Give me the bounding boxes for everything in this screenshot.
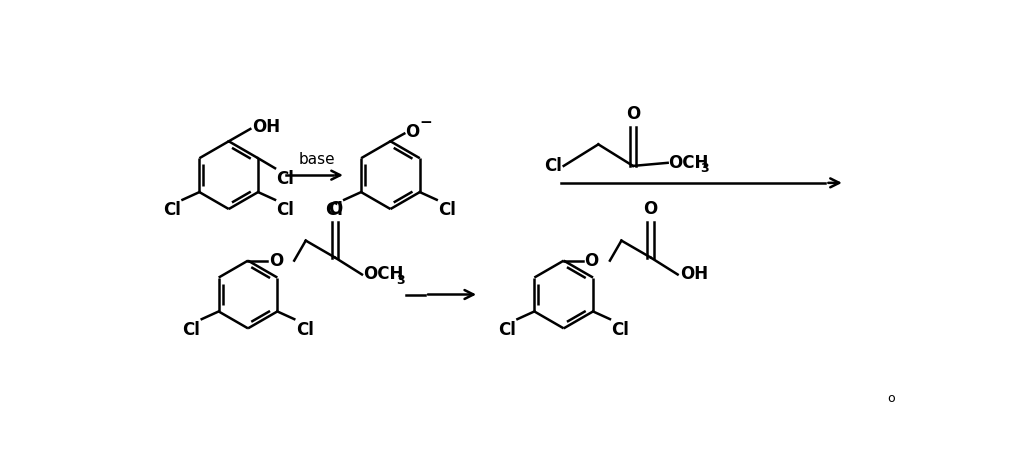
Text: Cl: Cl [498,321,516,339]
Text: base: base [299,153,335,167]
Text: 3: 3 [700,162,708,175]
Text: Cl: Cl [276,170,295,188]
Text: OCH: OCH [668,154,708,172]
Text: O: O [626,105,640,123]
Text: Cl: Cl [325,201,343,219]
Text: Cl: Cl [438,201,456,219]
Text: O: O [584,252,598,270]
Text: Cl: Cl [611,321,630,339]
Text: O: O [328,199,342,218]
Text: o: o [887,392,895,405]
Text: O: O [405,123,420,141]
Text: −: − [419,115,432,130]
Text: O: O [644,199,658,218]
Text: Cl: Cl [276,201,295,219]
Text: OH: OH [680,266,708,284]
Text: Cl: Cl [296,321,314,339]
Text: Cl: Cl [544,157,562,175]
Text: 3: 3 [396,274,405,287]
Text: OH: OH [252,119,279,136]
Text: Cl: Cl [183,321,200,339]
Text: Cl: Cl [163,201,181,219]
Text: O: O [268,252,284,270]
Text: OCH: OCH [363,266,404,284]
